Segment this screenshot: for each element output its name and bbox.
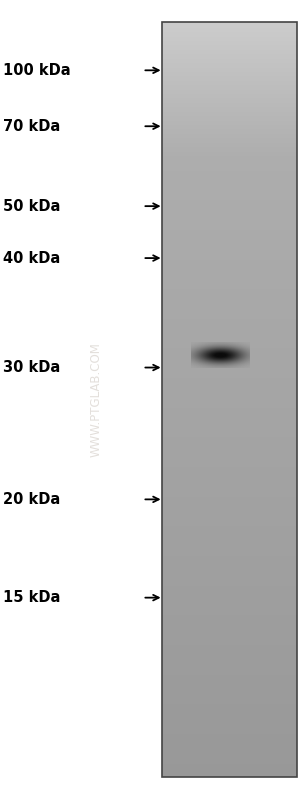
Bar: [162, 22, 297, 777]
Text: 20 kDa: 20 kDa: [3, 492, 60, 507]
Text: 40 kDa: 40 kDa: [3, 251, 60, 265]
Text: WWW.PTGLAB.COM: WWW.PTGLAB.COM: [89, 342, 103, 457]
Text: 15 kDa: 15 kDa: [3, 590, 60, 605]
Text: 30 kDa: 30 kDa: [3, 360, 60, 375]
Text: 70 kDa: 70 kDa: [3, 119, 60, 133]
Text: 50 kDa: 50 kDa: [3, 199, 60, 213]
Text: 100 kDa: 100 kDa: [3, 63, 70, 78]
